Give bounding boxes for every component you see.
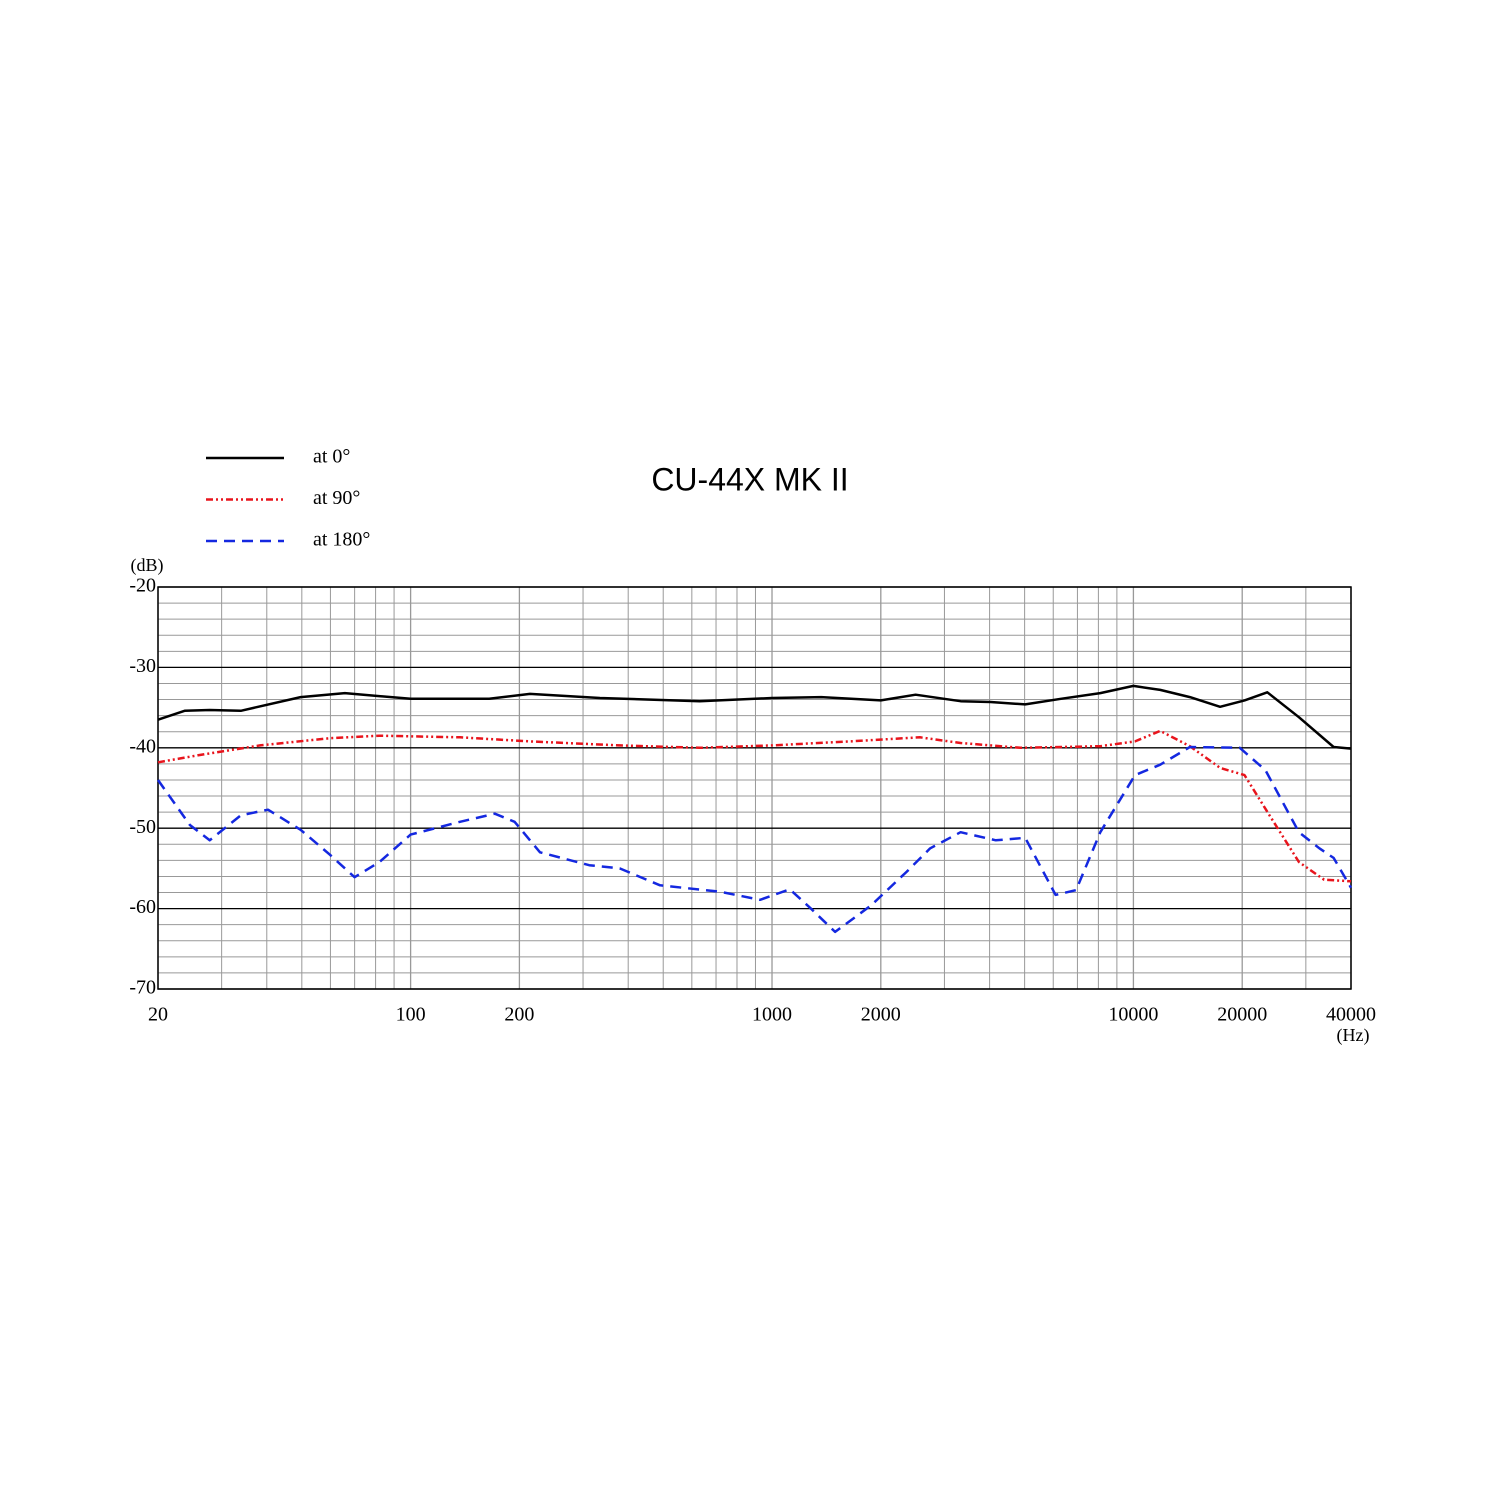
x-tick-label: 40000 xyxy=(1326,1004,1376,1026)
legend-label: at 0° xyxy=(313,446,350,468)
y-axis-label: (dB) xyxy=(131,555,164,576)
series-line xyxy=(156,745,1353,934)
y-tick-label: -20 xyxy=(129,575,156,597)
series-line xyxy=(157,729,1352,883)
x-tick-label: 20000 xyxy=(1217,1004,1267,1026)
x-tick-label: 100 xyxy=(396,1004,426,1026)
y-tick-label: -70 xyxy=(129,977,156,999)
series-line xyxy=(157,684,1352,750)
legend-label: at 90° xyxy=(313,487,360,509)
x-tick-label: 1000 xyxy=(752,1004,792,1026)
x-axis-label: (Hz) xyxy=(1337,1025,1370,1046)
legend-label: at 180° xyxy=(313,529,370,551)
y-tick-label: -40 xyxy=(129,735,156,757)
x-tick-label: 2000 xyxy=(861,1004,901,1026)
plot-frame xyxy=(157,586,1352,990)
chart-title: CU-44X MK II xyxy=(651,461,848,497)
y-tick-label: -30 xyxy=(129,655,156,677)
x-tick-label: 10000 xyxy=(1108,1004,1158,1026)
y-tick-label: -60 xyxy=(129,896,156,918)
x-tick-label: 20 xyxy=(148,1004,168,1026)
x-tick-label: 200 xyxy=(504,1004,534,1026)
y-tick-label: -50 xyxy=(129,816,156,838)
